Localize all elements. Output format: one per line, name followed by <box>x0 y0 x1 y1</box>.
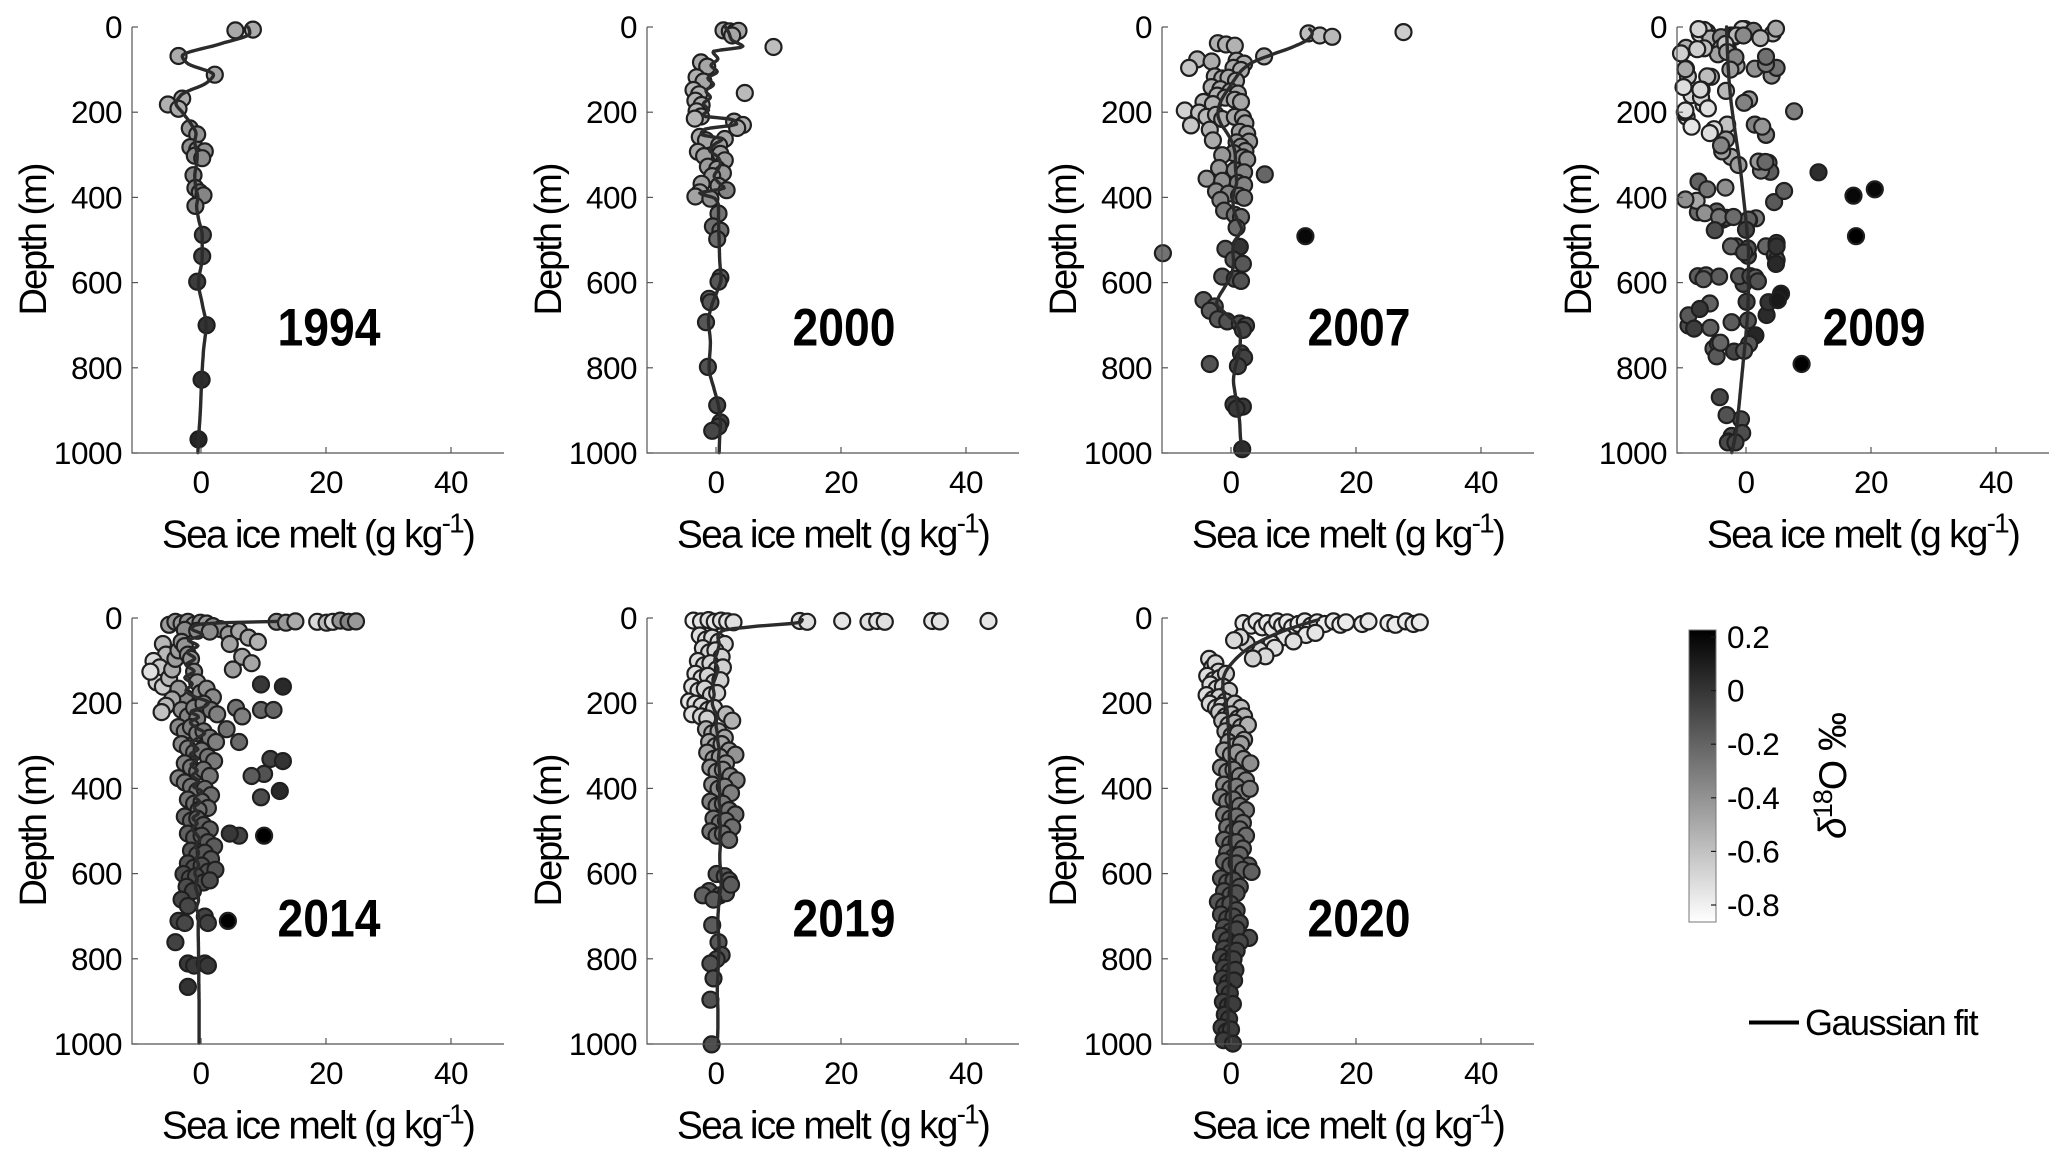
svg-text:0: 0 <box>1135 9 1152 45</box>
svg-text:20: 20 <box>309 1055 343 1091</box>
svg-text:0: 0 <box>1222 464 1239 500</box>
svg-text:400: 400 <box>586 770 637 806</box>
svg-text:-0.8: -0.8 <box>1727 887 1779 923</box>
svg-text:40: 40 <box>949 1055 983 1091</box>
svg-text:800: 800 <box>1616 350 1667 386</box>
svg-text:1000: 1000 <box>1084 435 1152 471</box>
svg-text:0: 0 <box>707 464 724 500</box>
svg-text:Depth (m): Depth (m) <box>528 755 570 906</box>
svg-text:1000: 1000 <box>54 435 122 471</box>
svg-text:0: 0 <box>620 600 637 636</box>
svg-text:600: 600 <box>1101 265 1152 301</box>
svg-text:Depth (m): Depth (m) <box>1043 164 1085 315</box>
svg-text:800: 800 <box>586 350 637 386</box>
svg-text:1000: 1000 <box>1084 1026 1152 1062</box>
svg-text:2020: 2020 <box>1308 890 1411 949</box>
svg-text:20: 20 <box>1854 464 1888 500</box>
svg-text:200: 200 <box>71 94 122 130</box>
svg-text:600: 600 <box>71 856 122 892</box>
svg-text:40: 40 <box>1464 464 1498 500</box>
svg-text:Sea ice melt (g kg-1): Sea ice melt (g kg-1) <box>162 1099 474 1148</box>
svg-text:Depth (m): Depth (m) <box>13 755 55 906</box>
svg-text:Depth (m): Depth (m) <box>528 164 570 315</box>
svg-text:200: 200 <box>586 685 637 721</box>
svg-text:0: 0 <box>192 464 209 500</box>
svg-text:0: 0 <box>1727 673 1744 709</box>
svg-text:1994: 1994 <box>278 299 381 358</box>
svg-text:40: 40 <box>434 464 468 500</box>
svg-text:0: 0 <box>105 9 122 45</box>
svg-text:Sea ice melt (g kg-1): Sea ice melt (g kg-1) <box>1192 508 1504 557</box>
svg-text:-0.2: -0.2 <box>1727 726 1779 762</box>
svg-text:600: 600 <box>71 265 122 301</box>
svg-text:400: 400 <box>71 770 122 806</box>
svg-text:Sea ice melt (g kg-1): Sea ice melt (g kg-1) <box>162 508 474 557</box>
svg-text:40: 40 <box>949 464 983 500</box>
svg-text:200: 200 <box>1101 94 1152 130</box>
svg-text:0: 0 <box>707 1055 724 1091</box>
svg-text:800: 800 <box>1101 350 1152 386</box>
svg-text:Sea ice melt (g kg-1): Sea ice melt (g kg-1) <box>1192 1099 1504 1148</box>
svg-text:600: 600 <box>1616 265 1667 301</box>
svg-text:800: 800 <box>586 941 637 977</box>
svg-text:600: 600 <box>586 265 637 301</box>
svg-text:Depth (m): Depth (m) <box>1558 164 1600 315</box>
svg-text:Sea ice melt (g kg-1): Sea ice melt (g kg-1) <box>1707 508 2019 557</box>
svg-text:Gaussian fit: Gaussian fit <box>1805 1002 1979 1043</box>
svg-text:40: 40 <box>1464 1055 1498 1091</box>
svg-text:40: 40 <box>434 1055 468 1091</box>
svg-text:20: 20 <box>309 464 343 500</box>
svg-text:0: 0 <box>105 600 122 636</box>
svg-text:600: 600 <box>1101 856 1152 892</box>
svg-text:20: 20 <box>824 1055 858 1091</box>
svg-text:2007: 2007 <box>1308 299 1411 358</box>
svg-text:Depth (m): Depth (m) <box>13 164 55 315</box>
svg-text:20: 20 <box>1339 464 1373 500</box>
svg-text:δ18O ‰: δ18O ‰ <box>1808 713 1855 839</box>
svg-text:Depth (m): Depth (m) <box>1043 755 1085 906</box>
svg-text:1000: 1000 <box>54 1026 122 1062</box>
svg-text:0: 0 <box>620 9 637 45</box>
svg-text:1000: 1000 <box>569 435 637 471</box>
svg-text:Sea ice melt (g kg-1): Sea ice melt (g kg-1) <box>677 1099 989 1148</box>
svg-text:-0.6: -0.6 <box>1727 833 1779 869</box>
svg-text:0: 0 <box>1222 1055 1239 1091</box>
svg-text:0.2: 0.2 <box>1727 619 1769 655</box>
svg-text:800: 800 <box>1101 941 1152 977</box>
svg-text:20: 20 <box>1339 1055 1373 1091</box>
svg-text:Sea ice melt (g kg-1): Sea ice melt (g kg-1) <box>677 508 989 557</box>
svg-text:400: 400 <box>1101 770 1152 806</box>
svg-text:400: 400 <box>1101 179 1152 215</box>
svg-text:800: 800 <box>71 941 122 977</box>
svg-text:200: 200 <box>1616 94 1667 130</box>
svg-text:20: 20 <box>824 464 858 500</box>
svg-text:400: 400 <box>1616 179 1667 215</box>
svg-text:2014: 2014 <box>278 890 381 949</box>
svg-text:0: 0 <box>1135 600 1152 636</box>
svg-text:200: 200 <box>586 94 637 130</box>
svg-text:400: 400 <box>71 179 122 215</box>
svg-text:600: 600 <box>586 856 637 892</box>
svg-text:0: 0 <box>1650 9 1667 45</box>
svg-text:200: 200 <box>1101 685 1152 721</box>
svg-text:2009: 2009 <box>1823 299 1926 358</box>
svg-text:800: 800 <box>71 350 122 386</box>
svg-text:0: 0 <box>192 1055 209 1091</box>
svg-text:200: 200 <box>71 685 122 721</box>
svg-text:400: 400 <box>586 179 637 215</box>
svg-text:-0.4: -0.4 <box>1727 780 1779 816</box>
svg-text:1000: 1000 <box>569 1026 637 1062</box>
svg-text:2019: 2019 <box>793 890 896 949</box>
svg-text:1000: 1000 <box>1599 435 1667 471</box>
svg-text:40: 40 <box>1979 464 2013 500</box>
svg-text:0: 0 <box>1737 464 1754 500</box>
svg-text:2000: 2000 <box>793 299 896 358</box>
